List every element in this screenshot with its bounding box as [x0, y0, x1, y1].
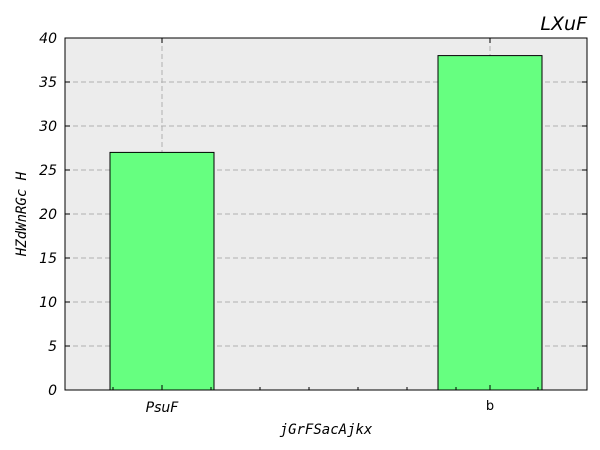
- y-tick-label: 25: [39, 163, 57, 179]
- y-tick-label: 0: [48, 383, 57, 399]
- x-tick-label: PsuF: [146, 400, 180, 416]
- y-tick-label: 10: [39, 295, 57, 311]
- y-tick-label: 40: [39, 31, 57, 47]
- y-tick-label: 20: [39, 207, 57, 223]
- axis-ticks: [64, 37, 588, 391]
- chart-title: LXuF: [540, 13, 588, 35]
- y-tick-label: 30: [39, 119, 57, 135]
- y-tick-label: 5: [48, 339, 57, 355]
- y-axis-label: HZdWnRGc H: [14, 171, 30, 257]
- y-tick-labels: 0 5 10 15 20 25 30 35 40: [39, 31, 57, 399]
- bar-PsuF: [109, 151, 215, 391]
- x-tick-labels: PsuF b: [146, 399, 494, 416]
- x-axis-label: jGrFSacAjkx: [280, 422, 373, 438]
- bar-b: [437, 55, 543, 391]
- bars: [109, 55, 543, 391]
- y-tick-label: 15: [39, 251, 57, 267]
- y-tick-label: 35: [39, 75, 57, 91]
- x-tick-label: b: [486, 399, 494, 414]
